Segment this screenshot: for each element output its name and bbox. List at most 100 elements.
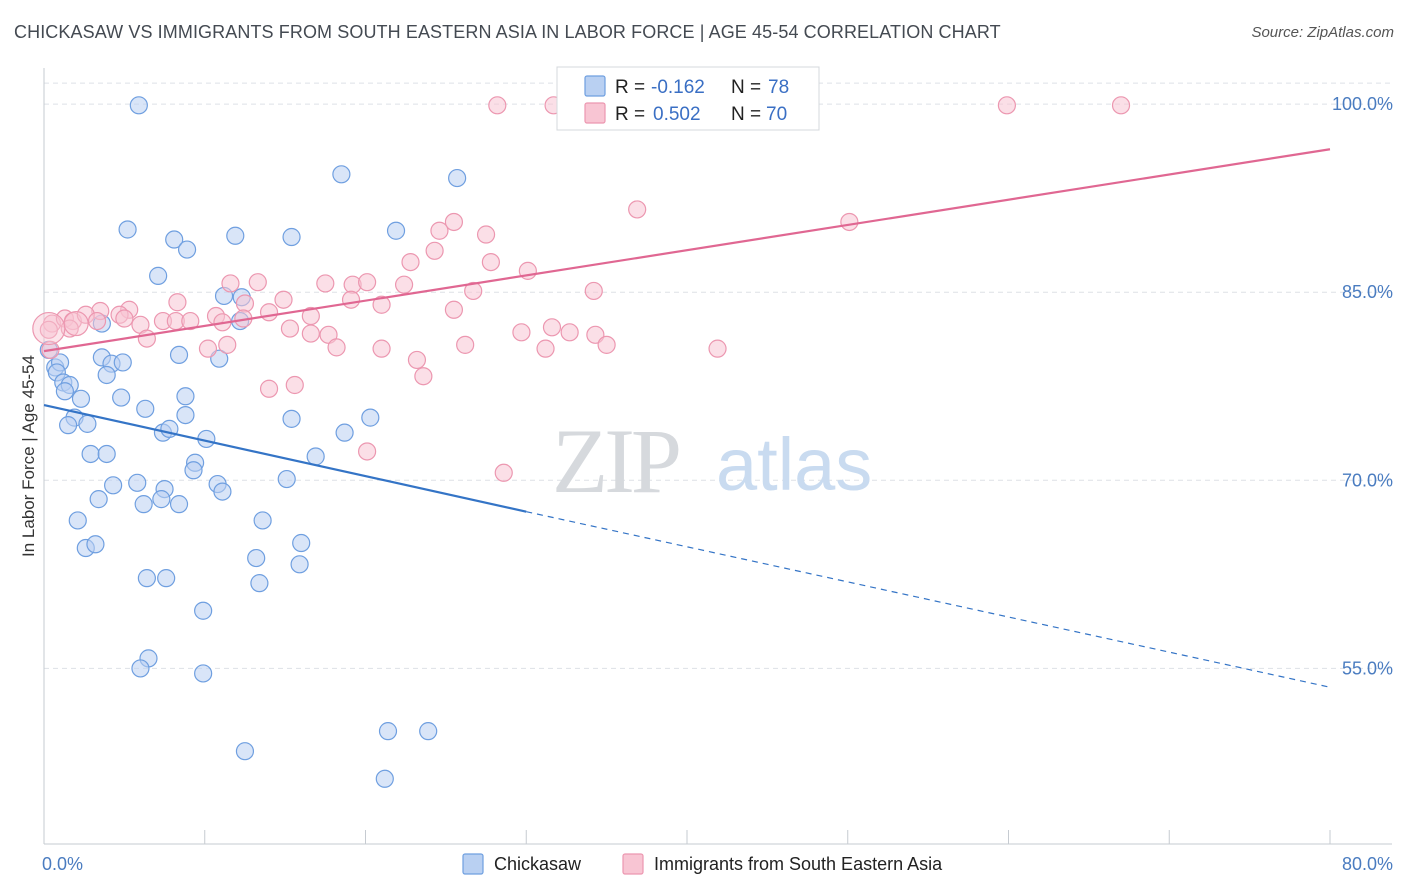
data-point — [358, 442, 377, 461]
data-point — [218, 335, 237, 354]
data-point — [194, 664, 213, 683]
series-chickasaw-points — [39, 96, 467, 788]
data-point — [169, 345, 189, 365]
x-tick-label-min: 0.0% — [42, 854, 83, 874]
legend-swatch-pink — [584, 102, 606, 124]
series-legend-swatch-chickasaw — [462, 853, 484, 875]
trend-line-chickasaw-extension — [526, 511, 1331, 688]
data-point — [327, 338, 346, 357]
data-point — [104, 476, 123, 495]
data-point — [419, 722, 438, 741]
data-point — [597, 335, 616, 354]
data-point — [332, 165, 351, 184]
data-point — [560, 323, 579, 342]
data-point — [306, 447, 325, 466]
data-point — [112, 388, 131, 407]
data-point — [407, 350, 427, 370]
data-point — [401, 252, 420, 272]
data-point — [253, 511, 272, 530]
data-point — [137, 569, 156, 588]
data-point — [277, 469, 296, 489]
data-point — [71, 389, 91, 408]
y-tick-labels: 55.0% 70.0% 85.0% 100.0% — [1332, 94, 1393, 678]
series-legend-swatch-immigrants — [622, 853, 644, 875]
watermark-zip: ZIP — [552, 410, 679, 512]
data-point — [177, 240, 197, 259]
data-point — [316, 274, 335, 293]
chart-title: CHICKASAW VS IMMIGRANTS FROM SOUTH EASTE… — [14, 22, 1001, 42]
data-point — [708, 339, 727, 358]
data-point — [137, 329, 156, 348]
source-label: Source: ZipAtlas.com — [1251, 24, 1394, 41]
data-point — [55, 382, 74, 401]
data-point — [282, 409, 301, 428]
y-axis-label: In Labor Force | Age 45-54 — [19, 355, 38, 557]
series-immigrants-points — [32, 96, 1131, 482]
data-point — [840, 212, 859, 232]
data-point — [136, 399, 155, 418]
x-tick-label-max: 80.0% — [1342, 854, 1393, 874]
data-point — [248, 273, 267, 292]
legend-n-value-1: 78 — [768, 77, 789, 98]
data-point — [375, 769, 394, 788]
data-point — [494, 463, 513, 482]
data-point — [259, 379, 279, 398]
data-point — [168, 293, 187, 312]
data-point — [358, 273, 377, 292]
legend-n-label-2: N = — [731, 104, 761, 125]
trend-lines — [43, 148, 1331, 688]
data-point — [176, 387, 195, 406]
data-point — [1111, 96, 1131, 115]
legend-r-label-2: R = — [615, 104, 645, 125]
data-point — [86, 535, 105, 554]
data-point — [280, 319, 300, 338]
trend-line-immigrants — [43, 148, 1331, 353]
data-point — [414, 367, 433, 386]
data-point — [488, 96, 507, 115]
data-point — [464, 281, 483, 301]
data-point — [425, 241, 444, 260]
data-point — [113, 353, 132, 372]
legend-r-value-2: 0.502 — [653, 104, 701, 125]
series-legend-label-immigrants: Immigrants from South Eastern Asia — [654, 854, 943, 874]
data-point — [97, 444, 116, 464]
data-point-cluster — [63, 310, 89, 337]
data-point — [247, 548, 266, 568]
watermark-atlas: atlas — [716, 423, 872, 506]
data-point — [481, 252, 500, 272]
data-point — [290, 555, 309, 574]
data-point — [444, 300, 464, 319]
data-point — [226, 226, 245, 245]
data-point — [235, 742, 255, 761]
data-point — [39, 320, 58, 339]
data-point — [444, 212, 464, 232]
data-point — [89, 490, 108, 509]
data-point — [149, 266, 168, 285]
data-point — [87, 311, 107, 331]
data-point — [78, 414, 97, 433]
data-point — [341, 290, 361, 309]
data-point — [301, 324, 320, 343]
data-point — [134, 495, 153, 514]
series-legend: Chickasaw Immigrants from South Eastern … — [462, 853, 943, 875]
data-point — [282, 227, 301, 247]
legend-swatch-blue — [584, 75, 606, 97]
y-tick-label: 70.0% — [1342, 470, 1393, 490]
legend-n-value-2: 70 — [766, 104, 787, 125]
data-point — [152, 490, 171, 509]
data-point — [165, 230, 184, 249]
data-point — [131, 659, 150, 678]
data-point — [361, 408, 380, 427]
data-point — [378, 722, 398, 741]
data-point — [115, 309, 134, 328]
data-point — [169, 495, 189, 514]
data-point — [97, 365, 116, 385]
watermark: ZIP atlas — [552, 410, 872, 512]
data-point — [456, 335, 475, 354]
data-point — [372, 339, 391, 358]
data-point — [235, 294, 255, 313]
data-point — [194, 601, 213, 620]
legend-r-value-1: -0.162 — [651, 77, 705, 98]
data-point — [221, 274, 240, 293]
